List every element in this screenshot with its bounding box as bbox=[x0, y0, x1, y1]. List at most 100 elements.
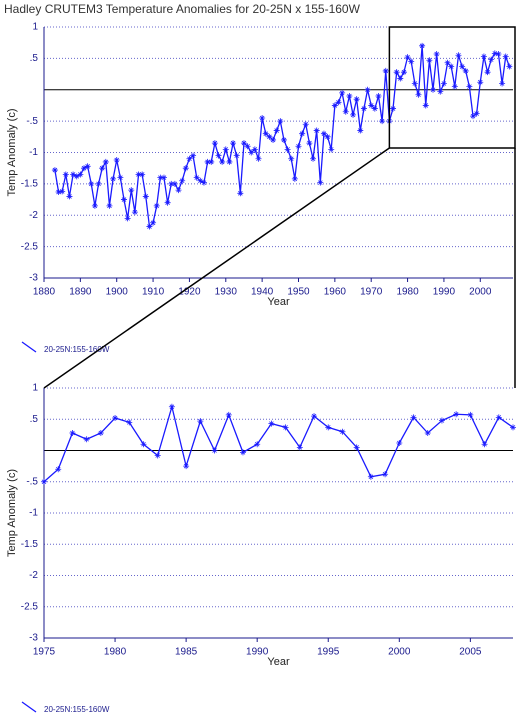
data-point bbox=[313, 127, 320, 134]
y-axis-label: Temp Anomaly (c) bbox=[6, 108, 18, 196]
x-tick-label: 1990 bbox=[433, 287, 456, 298]
y-tick-label: -3 bbox=[29, 273, 38, 284]
data-point bbox=[396, 440, 403, 446]
data-point bbox=[410, 414, 417, 421]
data-point bbox=[255, 155, 262, 162]
zoom-connector bbox=[43, 147, 390, 389]
x-tick-label: 1910 bbox=[142, 287, 165, 298]
data-point bbox=[106, 202, 113, 209]
data-point bbox=[397, 75, 404, 82]
data-point bbox=[139, 171, 146, 178]
data-point bbox=[481, 441, 488, 448]
chart-title: Hadley CRUTEM3 Temperature Anomalies for… bbox=[4, 2, 361, 16]
data-point bbox=[495, 414, 502, 421]
data-point bbox=[88, 180, 95, 187]
data-point bbox=[473, 110, 480, 117]
data-point bbox=[280, 136, 287, 143]
data-point bbox=[259, 114, 266, 121]
data-point bbox=[324, 133, 331, 140]
data-point bbox=[73, 173, 80, 180]
data-point bbox=[368, 102, 375, 109]
x-tick-label: 2000 bbox=[469, 287, 492, 298]
y-tick-label: -1.5 bbox=[21, 179, 39, 190]
data-point bbox=[248, 149, 255, 156]
data-point bbox=[328, 146, 335, 153]
x-axis-label: Year bbox=[267, 296, 290, 308]
x-tick-label: 1995 bbox=[317, 647, 340, 658]
data-point bbox=[183, 463, 190, 470]
data-point bbox=[477, 79, 484, 86]
data-point bbox=[444, 59, 451, 66]
data-point bbox=[117, 174, 124, 181]
data-point bbox=[306, 140, 313, 147]
x-tick-label: 1970 bbox=[360, 287, 383, 298]
x-tick-label: 1980 bbox=[104, 647, 127, 658]
data-point bbox=[296, 444, 303, 451]
data-point bbox=[55, 189, 62, 196]
y-tick-label: -.5 bbox=[26, 116, 38, 127]
y-tick-label: -2.5 bbox=[21, 601, 39, 612]
data-point bbox=[164, 199, 171, 206]
data-point bbox=[331, 102, 338, 109]
data-point bbox=[350, 111, 357, 118]
data-point bbox=[83, 436, 90, 443]
data-point bbox=[502, 53, 509, 60]
legend-symbol bbox=[21, 701, 37, 713]
data-point bbox=[254, 441, 261, 448]
data-point bbox=[382, 471, 389, 478]
data-point bbox=[393, 69, 400, 76]
data-point bbox=[400, 69, 407, 76]
data-point bbox=[291, 175, 298, 182]
data-point bbox=[59, 188, 66, 195]
data-point bbox=[448, 63, 455, 70]
data-point bbox=[282, 424, 289, 431]
data-point bbox=[168, 180, 175, 187]
data-point bbox=[211, 447, 218, 454]
data-point bbox=[422, 102, 429, 109]
data-point bbox=[484, 69, 491, 76]
data-point bbox=[346, 93, 353, 100]
y-tick-label: 1 bbox=[32, 22, 38, 33]
data-point bbox=[69, 430, 76, 436]
data-point bbox=[102, 158, 109, 165]
data-point bbox=[317, 179, 324, 186]
x-tick-label: 1975 bbox=[33, 647, 56, 658]
data-point bbox=[124, 215, 131, 222]
y-axis-label: Temp Anomaly (c) bbox=[6, 469, 18, 557]
data-point bbox=[426, 57, 433, 64]
data-line bbox=[43, 404, 514, 483]
data-point bbox=[190, 152, 197, 159]
data-point bbox=[113, 157, 120, 164]
data-point bbox=[459, 63, 466, 70]
x-tick-label: 1900 bbox=[106, 287, 129, 298]
data-point bbox=[182, 165, 189, 172]
data-point bbox=[339, 89, 346, 96]
data-point bbox=[325, 424, 332, 431]
data-point bbox=[353, 444, 360, 451]
data-point bbox=[357, 127, 364, 134]
y-tick-label: -3 bbox=[29, 633, 38, 644]
y-tick-label: -1.5 bbox=[21, 539, 39, 550]
data-point bbox=[438, 417, 445, 424]
data-point bbox=[339, 428, 346, 435]
data-point bbox=[404, 54, 411, 61]
data-point bbox=[153, 202, 160, 209]
y-tick-label: -.5 bbox=[26, 476, 38, 487]
data-point bbox=[99, 165, 106, 172]
legend-symbol bbox=[21, 341, 37, 353]
y-tick-label: -2.5 bbox=[21, 241, 39, 252]
data-point bbox=[222, 146, 229, 153]
data-point bbox=[208, 158, 215, 165]
data-point bbox=[237, 190, 244, 197]
x-tick-label: 2000 bbox=[388, 647, 411, 658]
data-point bbox=[451, 83, 458, 90]
data-point bbox=[382, 67, 389, 74]
legend-label: 20-25N:155-160W bbox=[44, 705, 110, 714]
x-tick-label: 1940 bbox=[251, 287, 274, 298]
data-point bbox=[424, 430, 431, 436]
data-point bbox=[110, 175, 117, 182]
data-point bbox=[506, 63, 513, 70]
data-point bbox=[411, 80, 418, 87]
data-point bbox=[288, 155, 295, 162]
